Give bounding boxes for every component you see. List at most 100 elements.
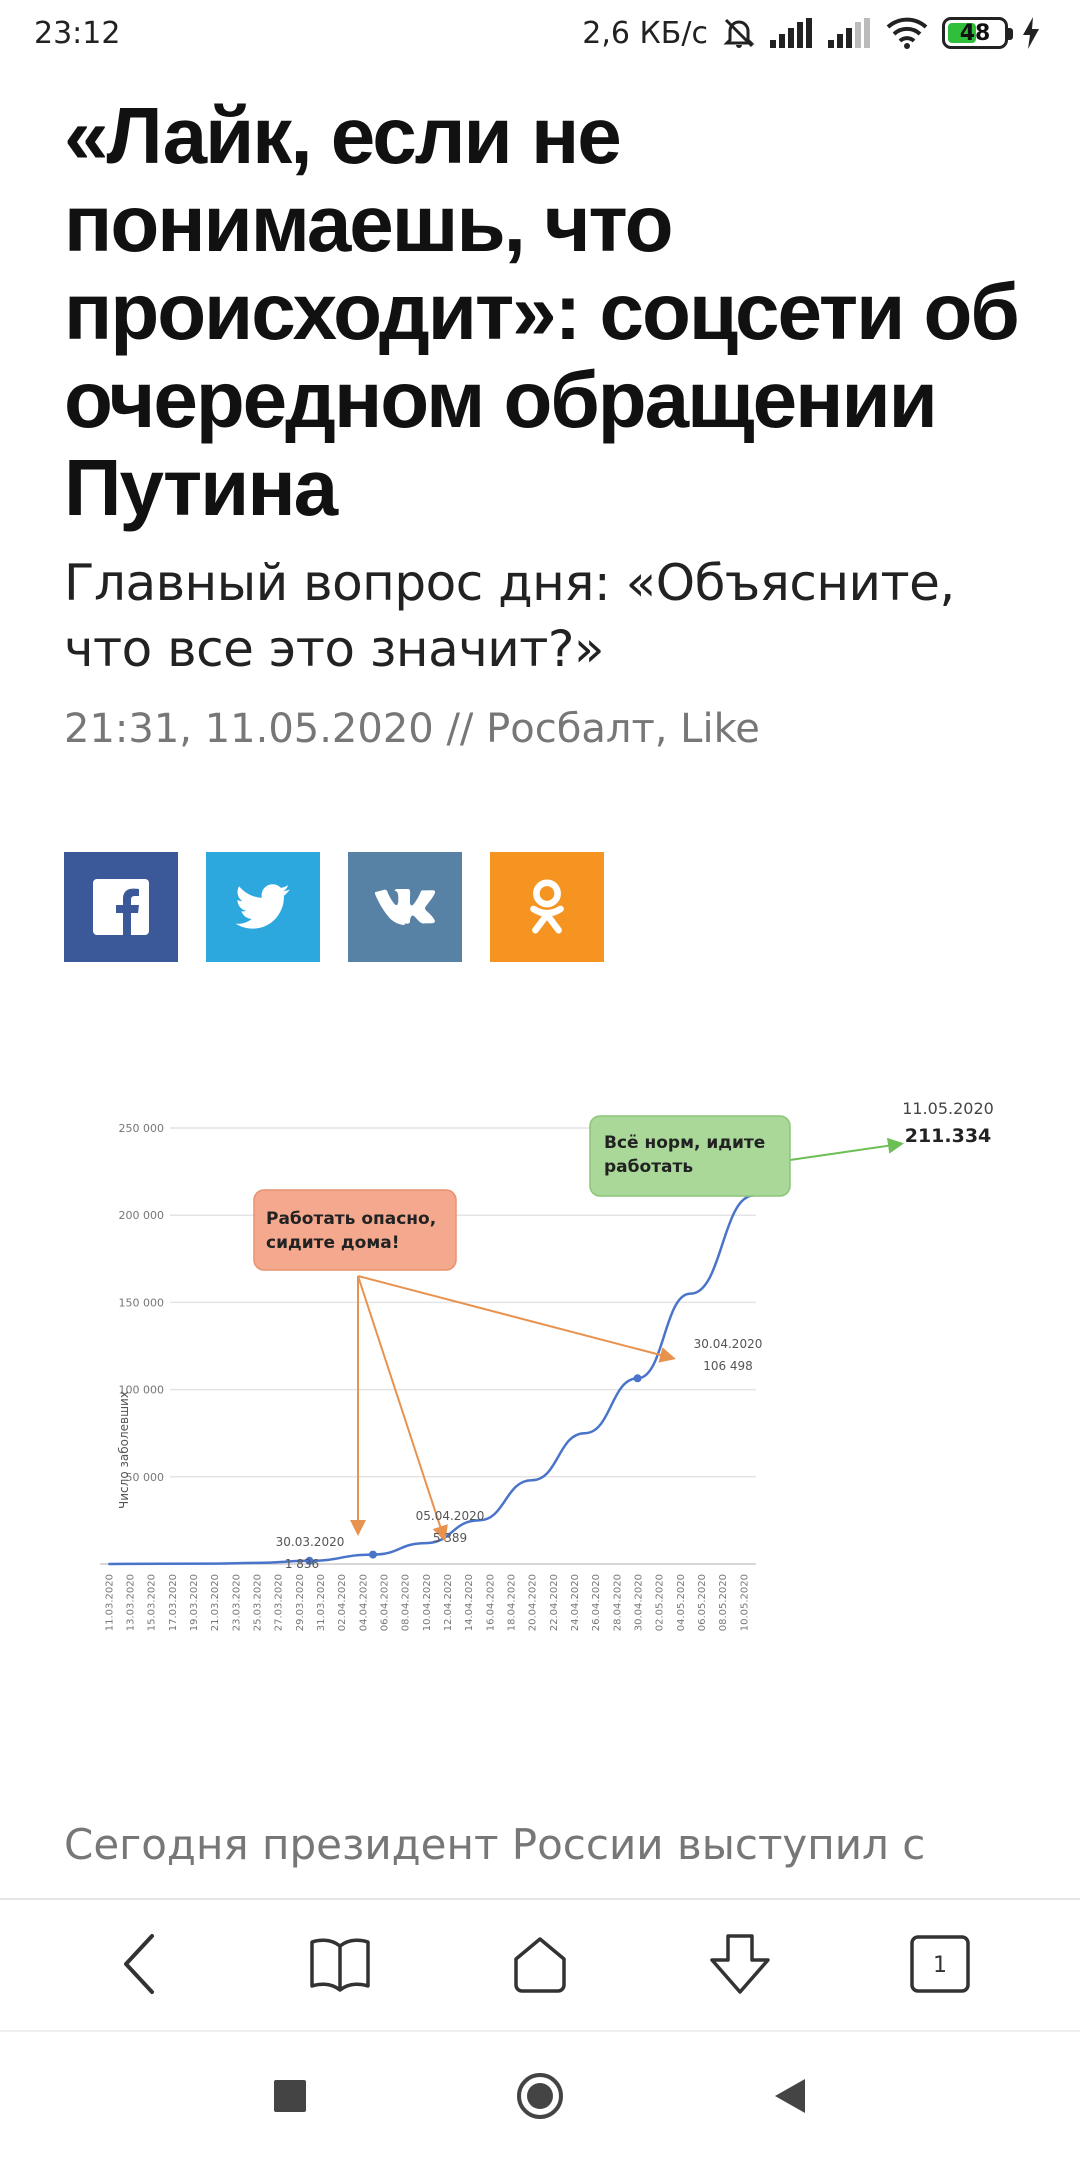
recent-apps-button[interactable]	[250, 2056, 330, 2136]
chart-xtick-label: 04.05.2020	[676, 1574, 687, 1631]
back-arrow-icon	[124, 1934, 154, 1994]
article-lead: Сегодня президент России выступил с	[64, 1820, 926, 1869]
point-label-date: 11.05.2020	[902, 1099, 994, 1118]
book-icon	[310, 1938, 370, 1992]
chart-xtick-label: 27.03.2020	[274, 1574, 285, 1631]
signal-icon-2	[828, 18, 872, 48]
point-label-value: 1 836	[285, 1557, 319, 1571]
chart-data-point	[368, 1550, 377, 1559]
share-facebook-button[interactable]	[64, 852, 178, 962]
vk-icon	[375, 889, 435, 925]
annotation-stay-home-line2: сидите дома!	[266, 1233, 399, 1253]
article-headline: «Лайк, если не понимаешь, что происходит…	[64, 91, 1020, 532]
chart-xtick-label: 10.04.2020	[422, 1574, 433, 1631]
chart-xtick-label: 02.04.2020	[337, 1574, 348, 1631]
chart-xtick-label: 22.04.2020	[549, 1574, 560, 1631]
point-label-date: 05.04.2020	[416, 1509, 485, 1523]
square-icon	[274, 2080, 306, 2112]
home-icon	[514, 1937, 566, 1993]
tabs-button[interactable]: 1	[890, 1914, 990, 2014]
chart-data-point	[633, 1374, 642, 1383]
chart-xtick-label: 28.04.2020	[612, 1574, 623, 1631]
chart-ytick-label: 250 000	[119, 1122, 165, 1135]
share-ok-button[interactable]	[490, 852, 604, 962]
share-vk-button[interactable]	[348, 852, 462, 962]
chart-xtick-label: 30.04.2020	[634, 1574, 645, 1631]
point-label-value: 211.334	[905, 1125, 992, 1147]
back-button[interactable]	[90, 1914, 190, 2014]
status-time: 23:12	[34, 15, 121, 51]
annotation-stay-home: Работать опасно, сидите дома!	[253, 1189, 457, 1271]
chart-ytick-label: 50 000	[126, 1471, 165, 1484]
annotation-go-work: Всё норм, идите работать	[589, 1115, 791, 1197]
article-subtitle: Главный вопрос дня: «Объясните, что все …	[64, 554, 955, 678]
facebook-icon	[93, 879, 149, 935]
chart-xtick-label: 24.04.2020	[570, 1574, 581, 1631]
chart-xtick-label: 31.03.2020	[316, 1574, 327, 1631]
chart-xtick-label: 23.03.2020	[231, 1574, 242, 1631]
chart-xtick-label: 10.05.2020	[739, 1574, 750, 1631]
cases-chart-svg: 250 000 200 000 150 000 100 000 50 000 Число…	[100, 1099, 994, 1631]
mute-bell-icon	[722, 16, 756, 50]
point-label-date: 30.03.2020	[276, 1535, 345, 1549]
annotation-go-work-line2: работать	[604, 1157, 693, 1177]
chart-xtick-label: 20.04.2020	[528, 1574, 539, 1631]
chart-xtick-label: 18.04.2020	[507, 1574, 518, 1631]
chart-xtick-label: 02.05.2020	[655, 1574, 666, 1631]
svg-text:1: 1	[933, 1953, 947, 1978]
chart-xtick-label: 14.04.2020	[464, 1574, 475, 1631]
chart-xtick-label: 06.05.2020	[697, 1574, 708, 1631]
signal-icon	[770, 18, 814, 48]
chart-xtick-label: 15.03.2020	[147, 1574, 158, 1631]
point-label-05-04: 05.04.2020 5 389	[416, 1509, 485, 1545]
system-home-button[interactable]	[500, 2056, 580, 2136]
status-icons: 2,6 КБ/с 48	[582, 16, 1040, 51]
chart-xtick-label: 26.04.2020	[591, 1574, 602, 1631]
chart-xtick-label: 19.03.2020	[189, 1574, 200, 1631]
chart-data-point	[305, 1556, 314, 1565]
point-label-date: 30.04.2020	[694, 1337, 763, 1351]
annotation-stay-home-line1: Работать опасно,	[266, 1209, 436, 1229]
triangle-back-icon	[775, 2079, 805, 2113]
system-back-button[interactable]	[750, 2056, 830, 2136]
bookmarks-button[interactable]	[290, 1914, 390, 2014]
circle-icon	[517, 2073, 563, 2119]
chart-xtick-label: 06.04.2020	[380, 1574, 391, 1631]
point-label-value: 106 498	[703, 1359, 753, 1373]
home-button[interactable]	[490, 1914, 590, 2014]
chart-ytick-label: 200 000	[119, 1209, 165, 1222]
browser-toolbar: 1	[0, 1898, 1080, 2028]
net-speed: 2,6 КБ/с	[582, 15, 708, 51]
system-nav-bar	[0, 2030, 1080, 2160]
cases-chart: 250 000 200 000 150 000 100 000 50 000 Число…	[80, 1080, 1000, 1720]
chart-series-line	[108, 1194, 755, 1566]
share-buttons	[64, 852, 1024, 962]
chart-xtick-label: 25.03.2020	[253, 1574, 264, 1631]
chart-xtick-label: 29.03.2020	[295, 1574, 306, 1631]
chart-xtick-label: 16.04.2020	[485, 1574, 496, 1631]
chart-xtick-label: 17.03.2020	[168, 1574, 179, 1631]
chart-xtick-label: 11.03.2020	[104, 1574, 115, 1631]
battery-indicator: 48	[942, 17, 1013, 49]
chart-ylabel: Число заболевших	[117, 1391, 131, 1509]
status-bar: 23:12 2,6 КБ/с 48	[0, 0, 1080, 66]
chart-xtick-label: 08.05.2020	[718, 1574, 729, 1631]
point-label-30-03: 30.03.2020 1 836	[276, 1535, 345, 1571]
chart-xtick-label: 13.03.2020	[126, 1574, 137, 1631]
article-header: «Лайк, если не понимаешь, что происходит…	[64, 92, 1024, 962]
chart-xtick-label: 21.03.2020	[210, 1574, 221, 1631]
wifi-icon	[886, 17, 928, 49]
download-icon	[710, 1934, 770, 1994]
chart-ytick-label: 100 000	[119, 1384, 165, 1397]
article-meta: 21:31, 11.05.2020 // Росбалт, Like	[64, 706, 760, 752]
chart-xtick-label: 12.04.2020	[443, 1574, 454, 1631]
battery-level: 48	[959, 20, 991, 46]
tabs-counter-icon: 1	[910, 1935, 970, 1993]
point-label-30-04: 30.04.2020 106 498	[694, 1337, 763, 1373]
point-label-11-05: 11.05.2020 211.334	[902, 1099, 994, 1147]
point-label-value: 5 389	[433, 1531, 467, 1545]
ok-icon	[530, 879, 564, 934]
downloads-button[interactable]	[690, 1914, 790, 2014]
chart-xtick-label: 04.04.2020	[358, 1574, 369, 1631]
share-twitter-button[interactable]	[206, 852, 320, 962]
